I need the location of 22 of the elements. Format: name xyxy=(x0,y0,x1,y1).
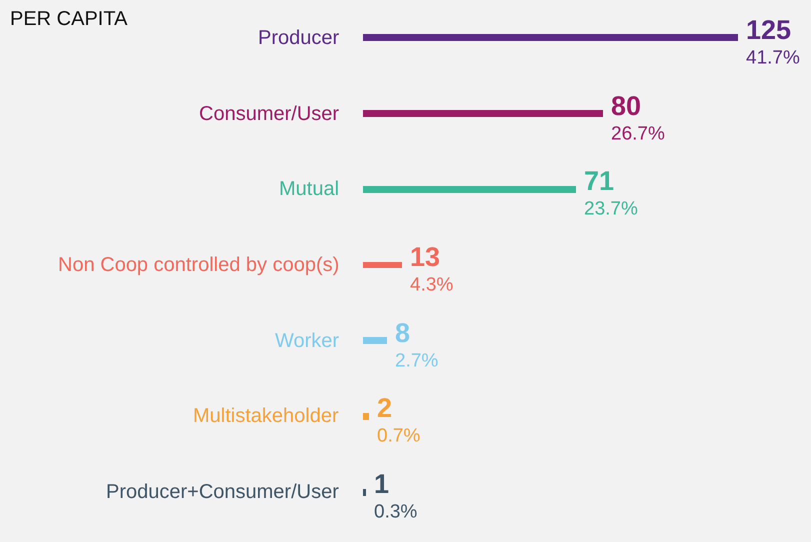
bar xyxy=(363,110,603,117)
data-label: 2 0.7% xyxy=(377,393,420,447)
y-tick-label: Producer xyxy=(258,27,340,49)
bar xyxy=(363,337,387,344)
y-tick-label: Consumer/User xyxy=(199,103,340,125)
bar xyxy=(363,186,576,193)
bar xyxy=(363,413,369,420)
text: PER CAPITA xyxy=(10,8,128,30)
data-label: 80 26.7% xyxy=(611,91,665,145)
bar xyxy=(363,489,366,496)
bar xyxy=(363,34,738,41)
y-tick-label: Mutual xyxy=(279,178,340,200)
y-tick-label: Producer+Consumer/User xyxy=(106,481,340,503)
data-label: 8 2.7% xyxy=(395,318,438,372)
data-label: 13 4.3% xyxy=(410,242,454,296)
data-label: 125 41.7% xyxy=(746,15,800,69)
bar xyxy=(363,262,402,268)
data-label: 1 0.3% xyxy=(374,469,418,523)
data-label: 71 23.7% xyxy=(584,166,638,220)
y-tick-label: Non Coop controlled by coop(s) xyxy=(58,254,340,276)
y-tick-label: Multistakeholder xyxy=(193,405,339,427)
y-tick-label: Worker xyxy=(275,330,340,352)
